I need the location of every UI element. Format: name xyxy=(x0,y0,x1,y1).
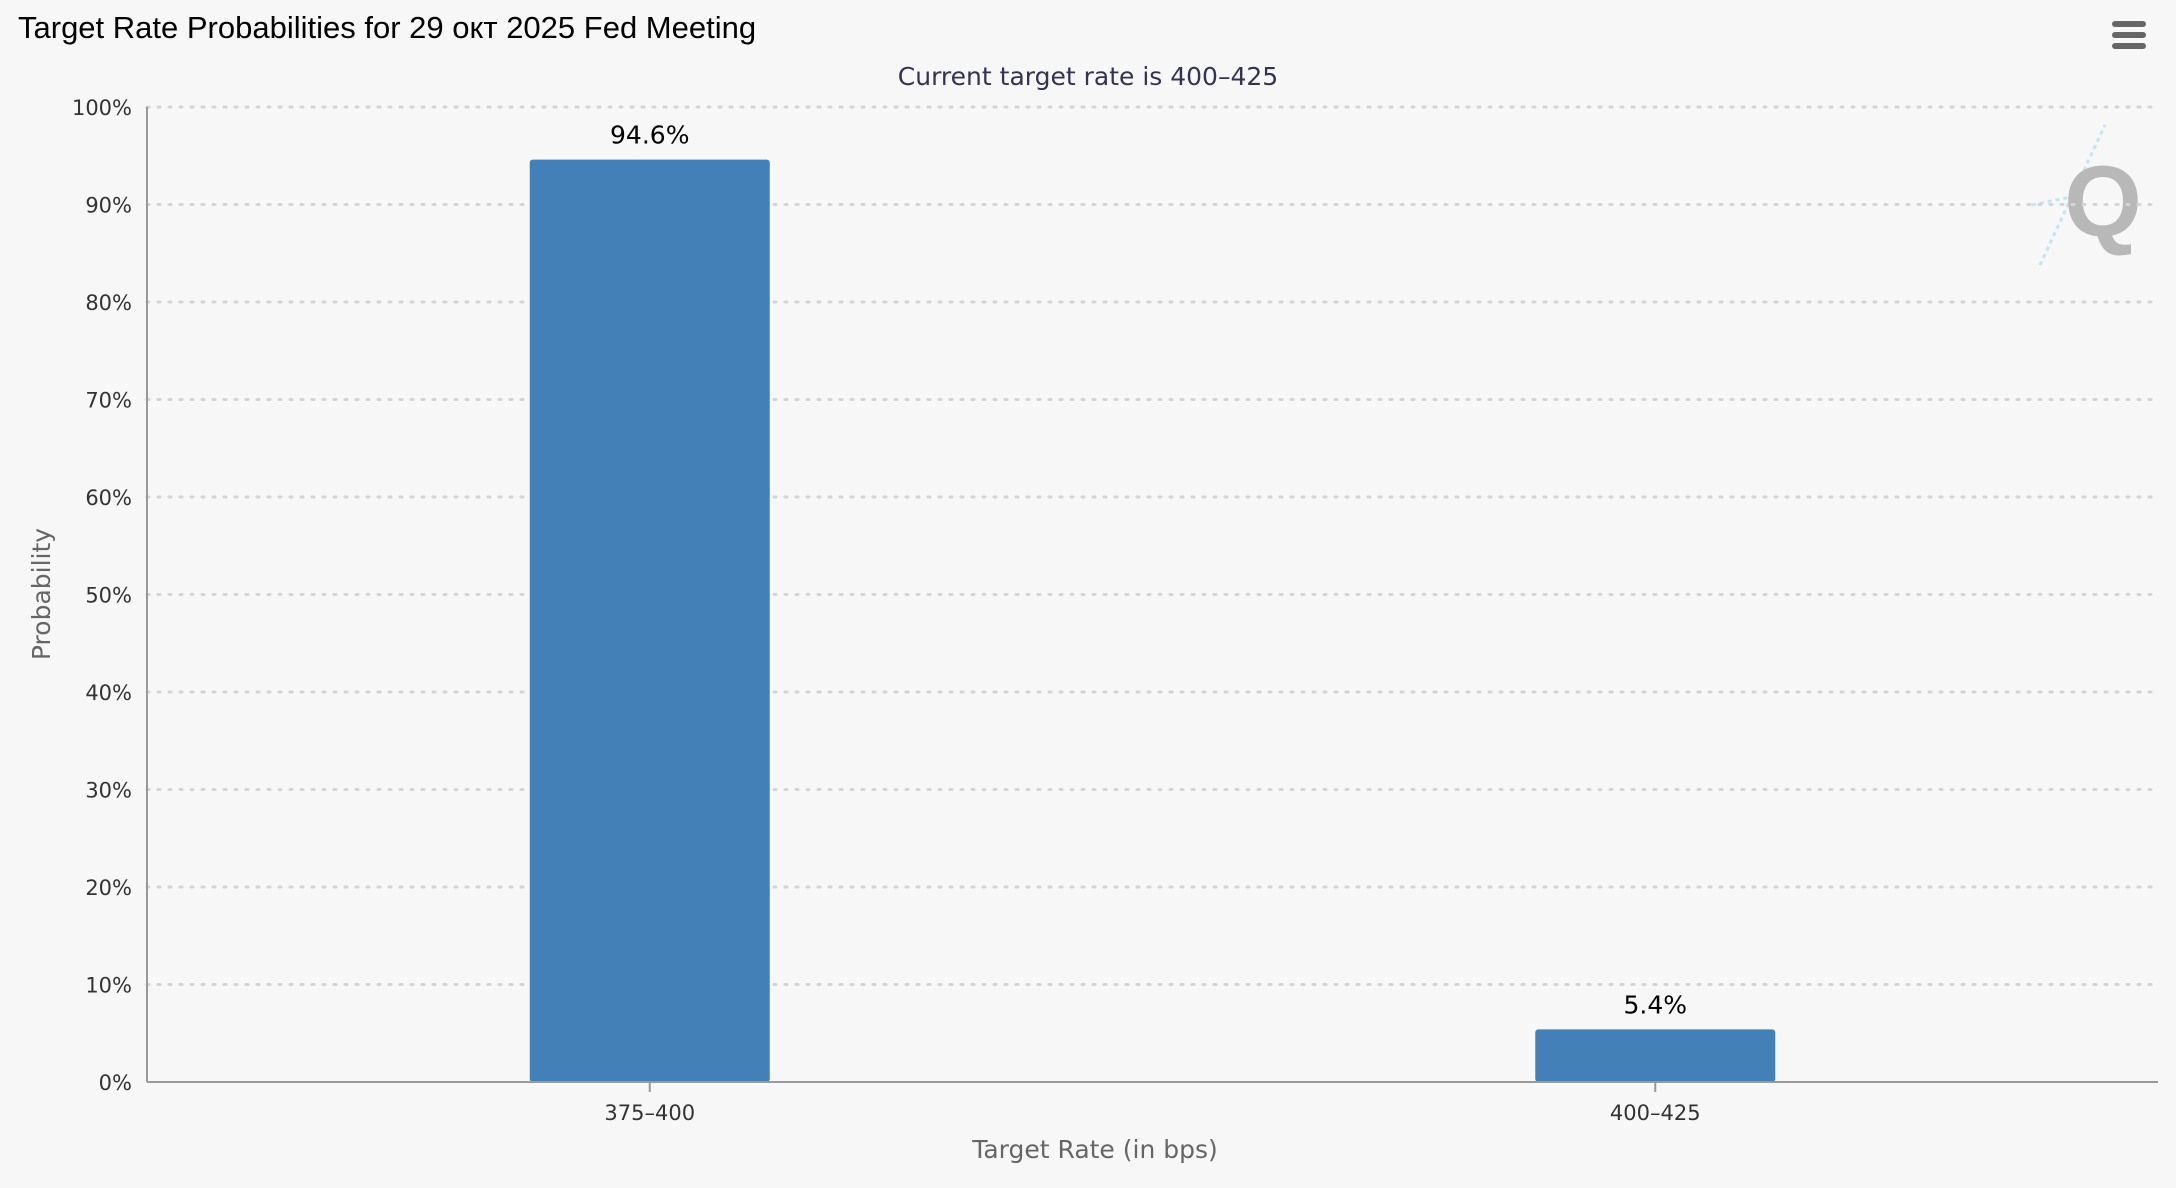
y-tick-label: 100% xyxy=(72,96,132,120)
hamburger-menu-icon[interactable] xyxy=(2110,18,2148,52)
chart-subtitle: Current target rate is 400–425 xyxy=(898,62,1278,91)
page-title: Target Rate Probabilities for 29 окт 202… xyxy=(18,10,757,45)
y-tick-label: 90% xyxy=(85,194,132,218)
y-tick-label: 10% xyxy=(85,974,132,998)
y-tick-label: 20% xyxy=(85,876,132,900)
q-logo-icon: Q xyxy=(2031,124,2142,266)
y-tick-label: 70% xyxy=(85,389,132,413)
y-tick-label: 60% xyxy=(85,486,132,510)
y-tick-label: 80% xyxy=(85,291,132,315)
bar-2[interactable] xyxy=(1535,1029,1776,1082)
bar-data-label: 5.4% xyxy=(1623,990,1687,1019)
y-tick-label: 40% xyxy=(85,681,132,705)
y-tick-label: 30% xyxy=(85,779,132,803)
y-tick-label: 50% xyxy=(85,584,132,608)
watermark-letter: Q xyxy=(2064,146,2142,258)
x-axis-title: Target Rate (in bps) xyxy=(971,1135,1218,1164)
bar-data-label: 94.6% xyxy=(610,121,689,150)
bar-1[interactable] xyxy=(529,159,770,1082)
y-tick-label: 0% xyxy=(99,1071,132,1095)
x-tick-label: 375–400 xyxy=(604,1101,695,1125)
y-axis-title: Probability xyxy=(27,528,56,660)
x-tick-label: 400–425 xyxy=(1610,1101,1701,1125)
